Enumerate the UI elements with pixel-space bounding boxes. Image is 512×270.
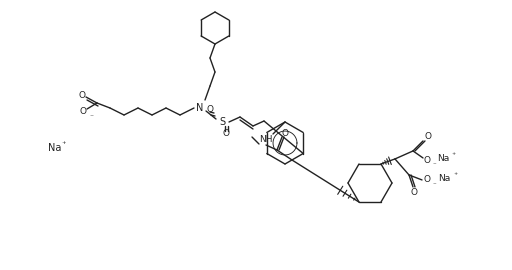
Text: O: O xyxy=(206,106,214,114)
Text: ⁺: ⁺ xyxy=(452,151,456,160)
Text: O: O xyxy=(78,90,86,100)
Text: O: O xyxy=(79,106,87,116)
Text: ⁻: ⁻ xyxy=(432,162,436,168)
Text: O: O xyxy=(423,176,431,184)
Text: NH: NH xyxy=(259,134,273,143)
Text: ⁺: ⁺ xyxy=(453,171,457,180)
Text: Na: Na xyxy=(48,143,61,153)
Text: Na: Na xyxy=(437,154,449,163)
Text: Na: Na xyxy=(438,174,450,183)
Text: O: O xyxy=(423,156,431,166)
Text: O: O xyxy=(411,188,417,197)
Text: O: O xyxy=(424,133,432,141)
Text: S: S xyxy=(219,117,225,127)
Text: N: N xyxy=(196,103,204,113)
Text: O: O xyxy=(223,130,229,139)
Text: ⁻: ⁻ xyxy=(89,113,93,122)
Text: ⁺: ⁺ xyxy=(61,140,66,148)
Text: ⁻: ⁻ xyxy=(432,182,436,188)
Text: O: O xyxy=(282,129,288,137)
